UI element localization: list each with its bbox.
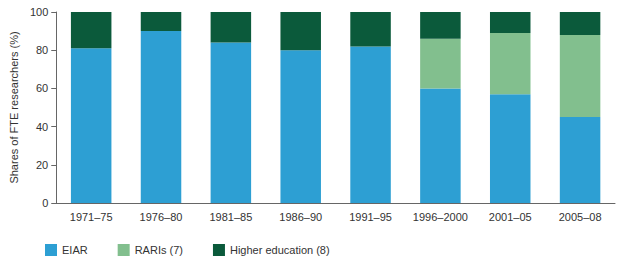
svg-text:1981–85: 1981–85 <box>209 211 252 223</box>
svg-text:60: 60 <box>36 82 48 94</box>
svg-text:RARIs (7): RARIs (7) <box>135 244 183 256</box>
svg-text:1996–2000: 1996–2000 <box>413 211 468 223</box>
svg-text:1991–95: 1991–95 <box>349 211 392 223</box>
svg-text:1976–80: 1976–80 <box>140 211 183 223</box>
svg-text:Shares of FTE researchers (%): Shares of FTE researchers (%) <box>8 31 20 183</box>
svg-text:20: 20 <box>36 159 48 171</box>
svg-text:1971–75: 1971–75 <box>70 211 113 223</box>
svg-text:Higher education (8): Higher education (8) <box>230 244 330 256</box>
svg-text:0: 0 <box>42 197 48 209</box>
svg-text:40: 40 <box>36 121 48 133</box>
svg-text:2005–08: 2005–08 <box>559 211 602 223</box>
svg-text:100: 100 <box>30 6 48 18</box>
svg-text:80: 80 <box>36 44 48 56</box>
svg-text:1986–90: 1986–90 <box>279 211 322 223</box>
svg-text:2001–05: 2001–05 <box>489 211 532 223</box>
svg-text:EIAR: EIAR <box>62 244 88 256</box>
